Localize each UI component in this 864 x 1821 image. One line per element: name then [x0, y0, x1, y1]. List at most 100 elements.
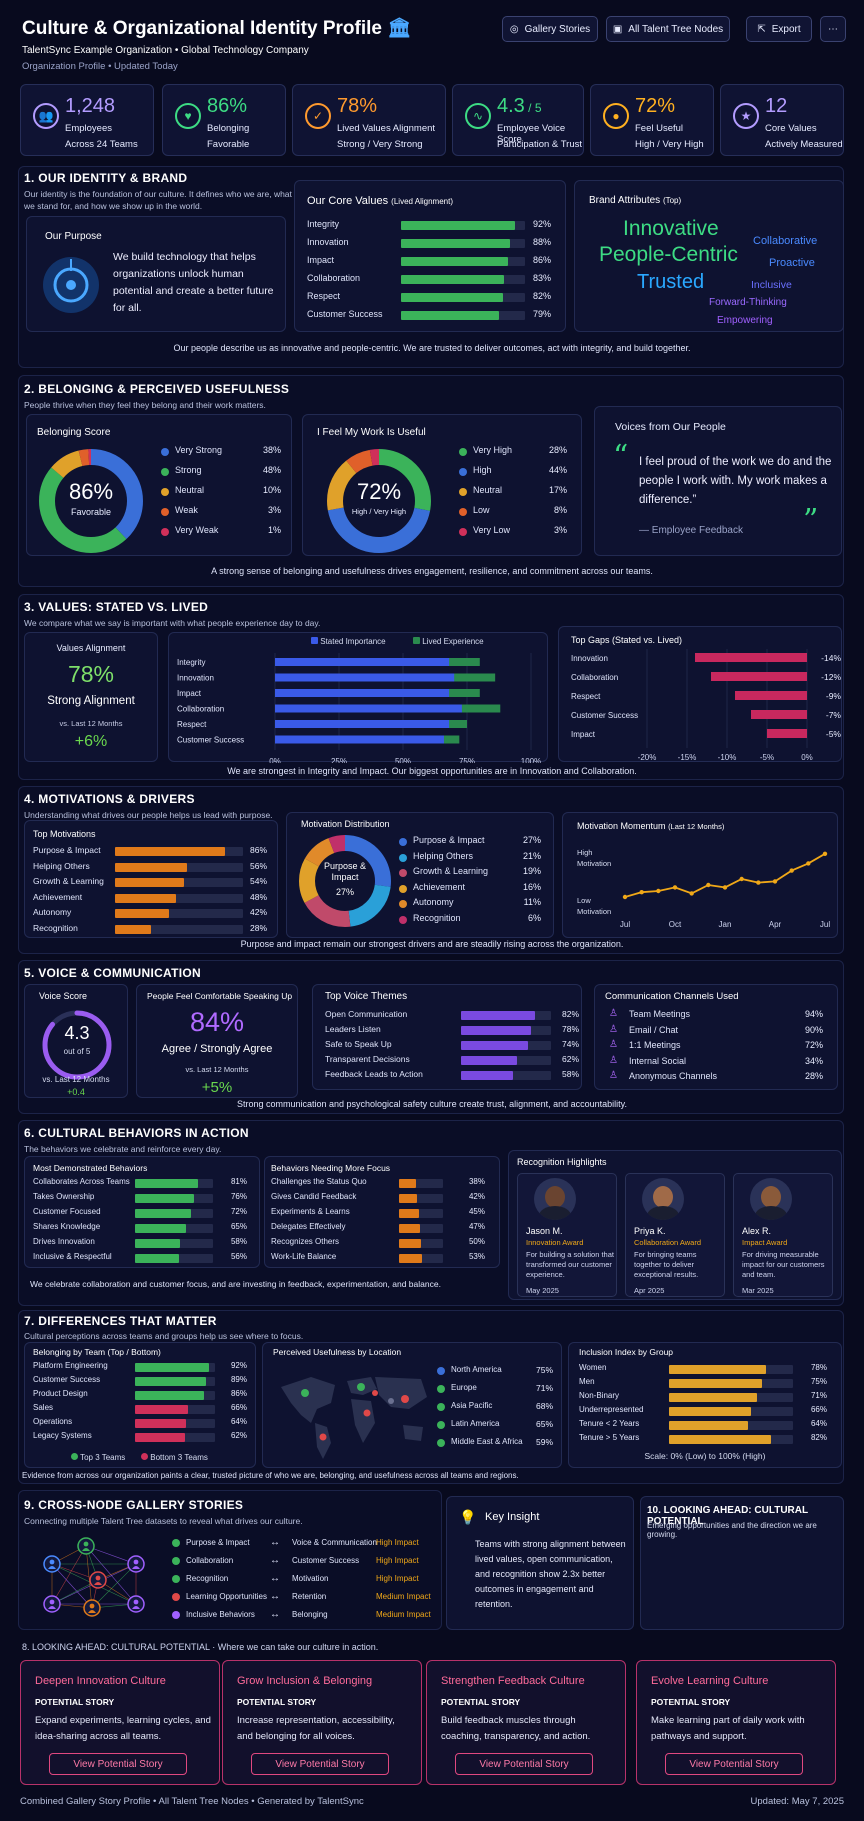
all-talent-tree-nodes-button[interactable]: ▣ All Talent Tree Nodes — [606, 16, 730, 42]
useful-value: 72% — [356, 479, 402, 504]
people-icon: 👥 — [33, 103, 59, 129]
location-pct: 68% — [535, 1401, 553, 1411]
gap-pct: -12% — [821, 672, 841, 682]
category-label: Integrity — [177, 658, 205, 667]
lightbulb-icon: 💡 — [459, 1509, 477, 1525]
y-high-label: High Motivation — [577, 848, 612, 868]
behavior-pct: 65% — [230, 1222, 247, 1231]
award-name: Collaboration Award — [634, 1238, 701, 1247]
focus-behavior-label: Challenges the Status Quo — [271, 1177, 367, 1186]
useful-legend-label: High — [473, 465, 492, 475]
section-intro-identity: Our identity is the foundation of our cu… — [24, 189, 292, 211]
category-label: Impact — [177, 689, 202, 698]
link-arrow: ↔ — [270, 1609, 280, 1620]
link-source: Recognition — [186, 1574, 229, 1583]
view-potential-story-button[interactable]: View Potential Story — [49, 1753, 187, 1775]
behavior-pct: 56% — [230, 1252, 247, 1261]
momentum-point — [789, 868, 794, 873]
useful-label: High / Very High — [351, 507, 407, 516]
stated-bar — [275, 735, 444, 744]
recipient-name: Alex R. — [742, 1226, 772, 1236]
team-label: Product Design — [33, 1389, 88, 1398]
view-potential-story-button[interactable]: View Potential Story — [455, 1753, 593, 1775]
channels-title: Communication Channels Used — [605, 991, 739, 1002]
motivation-bar-track — [115, 862, 243, 872]
motivation-pct: 54% — [249, 876, 267, 886]
voice-theme-bar-track — [461, 1026, 551, 1035]
gap-label: Customer Success — [571, 711, 638, 720]
star-icon: ★ — [733, 103, 759, 129]
motivation-bar — [115, 924, 151, 934]
potential-tag: POTENTIAL STORY — [441, 1697, 521, 1707]
belonging-legend-pct: 1% — [267, 525, 281, 535]
section-intro-values: We compare what we say is important with… — [24, 618, 321, 628]
stated-bar — [275, 689, 450, 697]
recognition-card-item[interactable]: Priya K. Collaboration Award For bringing … — [625, 1173, 725, 1297]
view-potential-story-button[interactable]: View Potential Story — [665, 1753, 803, 1775]
category-label: Customer Success — [177, 736, 244, 745]
inclusion-scale: Scale: 0% (Low) to 100% (High) — [644, 1451, 766, 1461]
quote-author: — Employee Feedback — [639, 525, 743, 536]
belonging-legend-dot — [161, 468, 169, 476]
more-options-button[interactable]: ⋯ — [820, 16, 846, 42]
team-bar-track — [135, 1433, 215, 1442]
gap-bar — [751, 710, 807, 719]
behavior-label: Shares Knowledge — [33, 1222, 101, 1231]
stated-bar — [275, 720, 450, 728]
belonging-label: Favorable — [70, 507, 112, 517]
kpi-sublabel: Favorable — [207, 139, 250, 150]
link-dot — [172, 1557, 180, 1565]
view-potential-story-button[interactable]: View Potential Story — [251, 1753, 389, 1775]
link-source: Learning Opportunities — [186, 1592, 267, 1601]
brand-word: Collaborative — [753, 235, 818, 247]
gallery-stories-button[interactable]: ◎ Gallery Stories — [502, 16, 598, 42]
core-value-pct: 79% — [532, 309, 551, 319]
useful-legend-dot — [459, 448, 467, 456]
location-dot — [437, 1385, 445, 1393]
core-value-pct: 86% — [532, 255, 551, 265]
section-title-voice: 5. VOICE & COMMUNICATION — [24, 966, 201, 980]
core-value-label: Respect — [307, 291, 341, 301]
person-icon: ♙ — [609, 1070, 618, 1081]
gap-bar — [695, 653, 807, 662]
behavior-label: Customer Focused — [33, 1207, 101, 1216]
potential-story-card: Deepen Innovation Culture POTENTIAL STORY… — [20, 1660, 220, 1785]
link-dot — [172, 1539, 180, 1547]
focus-behavior-bar-track — [399, 1224, 443, 1233]
core-value-bar-track — [401, 221, 525, 230]
voice-theme-pct: 78% — [561, 1024, 579, 1034]
motivation-legend-label: Growth & Learning — [413, 866, 489, 876]
person-icon: ♙ — [609, 1039, 618, 1050]
momentum-point — [739, 876, 744, 882]
useful-legend-dot — [459, 488, 467, 496]
belonging-caption: A strong sense of belonging and usefulne… — [211, 566, 653, 576]
gap-bar — [735, 691, 807, 700]
motivation-legend-pct: 21% — [522, 850, 541, 861]
network-edge — [85, 1545, 137, 1605]
link-impact: High Impact — [376, 1556, 419, 1565]
export-button[interactable]: ⇱ Export — [746, 16, 812, 42]
useful-legend-label: Low — [473, 505, 490, 515]
motivation-slice — [299, 835, 391, 927]
gap-label: Innovation — [571, 654, 608, 663]
kpi-value: 86% — [207, 95, 248, 117]
inclusion-label: Women — [579, 1363, 607, 1372]
focus-behavior-pct: 45% — [468, 1207, 485, 1216]
location-dot — [437, 1439, 445, 1447]
belonging-legend-pct: 10% — [262, 485, 281, 495]
link-dot — [172, 1593, 180, 1601]
core-value-pct: 88% — [532, 237, 551, 247]
core-value-label: Impact — [307, 255, 335, 265]
brand-word: Inclusive — [751, 279, 792, 291]
brand-word: Forward-Thinking — [709, 297, 787, 308]
recognition-card-item[interactable]: Alex R. Impact Award For driving measurabl… — [733, 1173, 833, 1297]
momentum-point — [706, 882, 711, 888]
core-values-card: Our Core Values (Lived Alignment) Integr… — [294, 180, 566, 332]
network-edge — [85, 1545, 137, 1565]
motivation-bar-track — [115, 847, 243, 856]
recognition-card-item[interactable]: Jason M. Innovation Award For building a s… — [517, 1173, 617, 1297]
momentum-point — [822, 851, 828, 856]
inclusion-bar — [669, 1393, 758, 1402]
behavior-bar-track — [135, 1209, 213, 1218]
dist-center-label: Purpose & Impact — [323, 861, 367, 882]
